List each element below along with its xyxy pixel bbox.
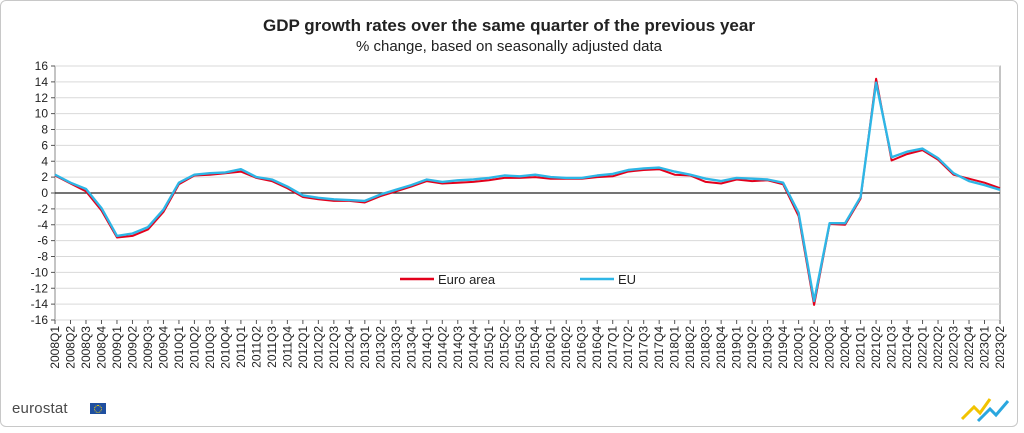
x-tick-label: 2015Q2 <box>497 326 511 369</box>
x-tick-label: 2017Q1 <box>606 326 620 369</box>
x-tick-label: 2019Q1 <box>730 326 744 369</box>
x-tick-label: 2021Q4 <box>900 326 914 369</box>
x-tick-label: 2009Q2 <box>125 326 139 369</box>
y-tick-label: -10 <box>31 265 49 279</box>
x-tick-label: 2009Q1 <box>110 326 124 369</box>
y-tick-label: 16 <box>35 59 49 73</box>
y-tick-label: -12 <box>31 281 49 295</box>
y-axis: -16 -14 -12 -10-8 -6 -4 -2 0 2 4 68 10 12 14 16 <box>31 59 1000 327</box>
series-line-eu <box>54 81 1001 303</box>
x-tick-label: 2020Q2 <box>807 326 821 369</box>
x-tick-label: 2023Q2 <box>993 326 1007 369</box>
x-tick-label: 2010Q2 <box>187 326 201 369</box>
y-tick-label: -16 <box>31 313 49 327</box>
x-tick-label: 2022Q1 <box>916 326 930 369</box>
x-tick-label: 2014Q4 <box>466 326 480 369</box>
x-tick-label: 2012Q4 <box>342 326 356 369</box>
x-tick-label: 2012Q3 <box>327 326 341 369</box>
x-tick-label: 2014Q1 <box>420 326 434 369</box>
x-tick-label: 2008Q1 <box>48 326 62 369</box>
y-tick-label: -4 <box>37 218 48 232</box>
y-tick-label: 4 <box>41 154 48 168</box>
eurostat-corner-logo-icon <box>960 398 1010 423</box>
x-tick-label: 2013Q2 <box>373 326 387 369</box>
x-tick-label: 2020Q3 <box>823 326 837 369</box>
y-tick-label: -14 <box>31 297 49 311</box>
x-tick-label: 2017Q2 <box>621 326 635 369</box>
y-tick-label: 8 <box>41 123 48 137</box>
y-tick-label: 10 <box>35 107 49 121</box>
x-tick-label: 2015Q4 <box>528 326 542 369</box>
x-tick-label: 2012Q2 <box>311 326 325 369</box>
x-tick-label: 2022Q2 <box>931 326 945 369</box>
x-tick-label: 2019Q4 <box>776 326 790 369</box>
x-tick-label: 2015Q1 <box>482 326 496 369</box>
x-tick-label: 2022Q3 <box>947 326 961 369</box>
y-tick-label: 14 <box>35 75 49 89</box>
eu-flag-icon <box>90 403 106 414</box>
x-tick-label: 2013Q4 <box>404 326 418 369</box>
y-tick-label: 0 <box>41 186 48 200</box>
x-tick-label: 2019Q3 <box>761 326 775 369</box>
x-tick-label: 2017Q4 <box>652 326 666 369</box>
chart-title: GDP growth rates over the same quarter o… <box>263 16 755 35</box>
x-axis: 2008Q1 2008Q2 2008Q3 2008Q4 2009Q1 2009Q2 2009… <box>48 320 1007 369</box>
x-tick-label: 2016Q2 <box>559 326 573 369</box>
x-tick-label: 2017Q3 <box>637 326 651 369</box>
y-tick-label: 12 <box>35 91 49 105</box>
x-tick-label: 2009Q3 <box>141 326 155 369</box>
x-tick-label: 2018Q1 <box>668 326 682 369</box>
x-tick-label: 2010Q4 <box>218 326 232 369</box>
x-tick-label: 2021Q1 <box>854 326 868 369</box>
eurostat-logo: eurostat <box>12 400 68 417</box>
y-tick-label: -8 <box>37 250 48 264</box>
x-tick-label: 2010Q1 <box>172 326 186 369</box>
x-tick-label: 2020Q1 <box>792 326 806 369</box>
x-tick-label: 2008Q4 <box>94 326 108 369</box>
x-tick-label: 2011Q3 <box>265 326 279 368</box>
chart-subtitle: % change, based on seasonally adjusted d… <box>355 38 663 55</box>
x-tick-label: 2014Q2 <box>435 326 449 369</box>
x-tick-label: 2016Q4 <box>590 326 604 369</box>
x-tick-label: 2013Q1 <box>358 326 372 369</box>
x-tick-label: 2021Q3 <box>885 326 899 369</box>
x-tick-label: 2019Q2 <box>745 326 759 369</box>
y-tick-label: -2 <box>37 202 48 216</box>
x-tick-label: 2014Q3 <box>451 326 465 369</box>
x-tick-label: 2011Q4 <box>280 326 294 368</box>
y-tick-label: 2 <box>41 170 48 184</box>
y-tick-label: 6 <box>41 138 48 152</box>
x-tick-label: 2010Q3 <box>203 326 217 369</box>
x-tick-label: 2012Q1 <box>296 326 310 369</box>
legend-label: Euro area <box>438 272 496 287</box>
x-tick-label: 2016Q1 <box>544 326 558 369</box>
x-tick-label: 2021Q2 <box>869 326 883 369</box>
x-tick-label: 2023Q1 <box>978 326 992 369</box>
x-tick-label: 2011Q2 <box>249 326 263 368</box>
x-tick-label: 2013Q3 <box>389 326 403 369</box>
x-tick-label: 2018Q4 <box>714 326 728 369</box>
series-line-euro-area <box>54 77 1001 306</box>
legend-label: EU <box>618 272 636 287</box>
x-tick-label: 2008Q2 <box>63 326 77 369</box>
x-tick-label: 2022Q4 <box>962 326 976 369</box>
x-tick-label: 2015Q3 <box>513 326 527 369</box>
gridlines <box>55 65 1000 321</box>
series-layer <box>54 77 1001 306</box>
x-tick-label: 2008Q3 <box>79 326 93 369</box>
x-tick-label: 2018Q2 <box>683 326 697 369</box>
x-tick-label: 2011Q1 <box>234 326 248 368</box>
x-tick-label: 2018Q3 <box>699 326 713 369</box>
x-tick-label: 2016Q3 <box>575 326 589 369</box>
legend: Euro area EU <box>400 272 636 287</box>
x-tick-label: 2020Q4 <box>838 326 852 369</box>
x-tick-label: 2009Q4 <box>156 326 170 369</box>
y-tick-label: -6 <box>37 234 48 248</box>
